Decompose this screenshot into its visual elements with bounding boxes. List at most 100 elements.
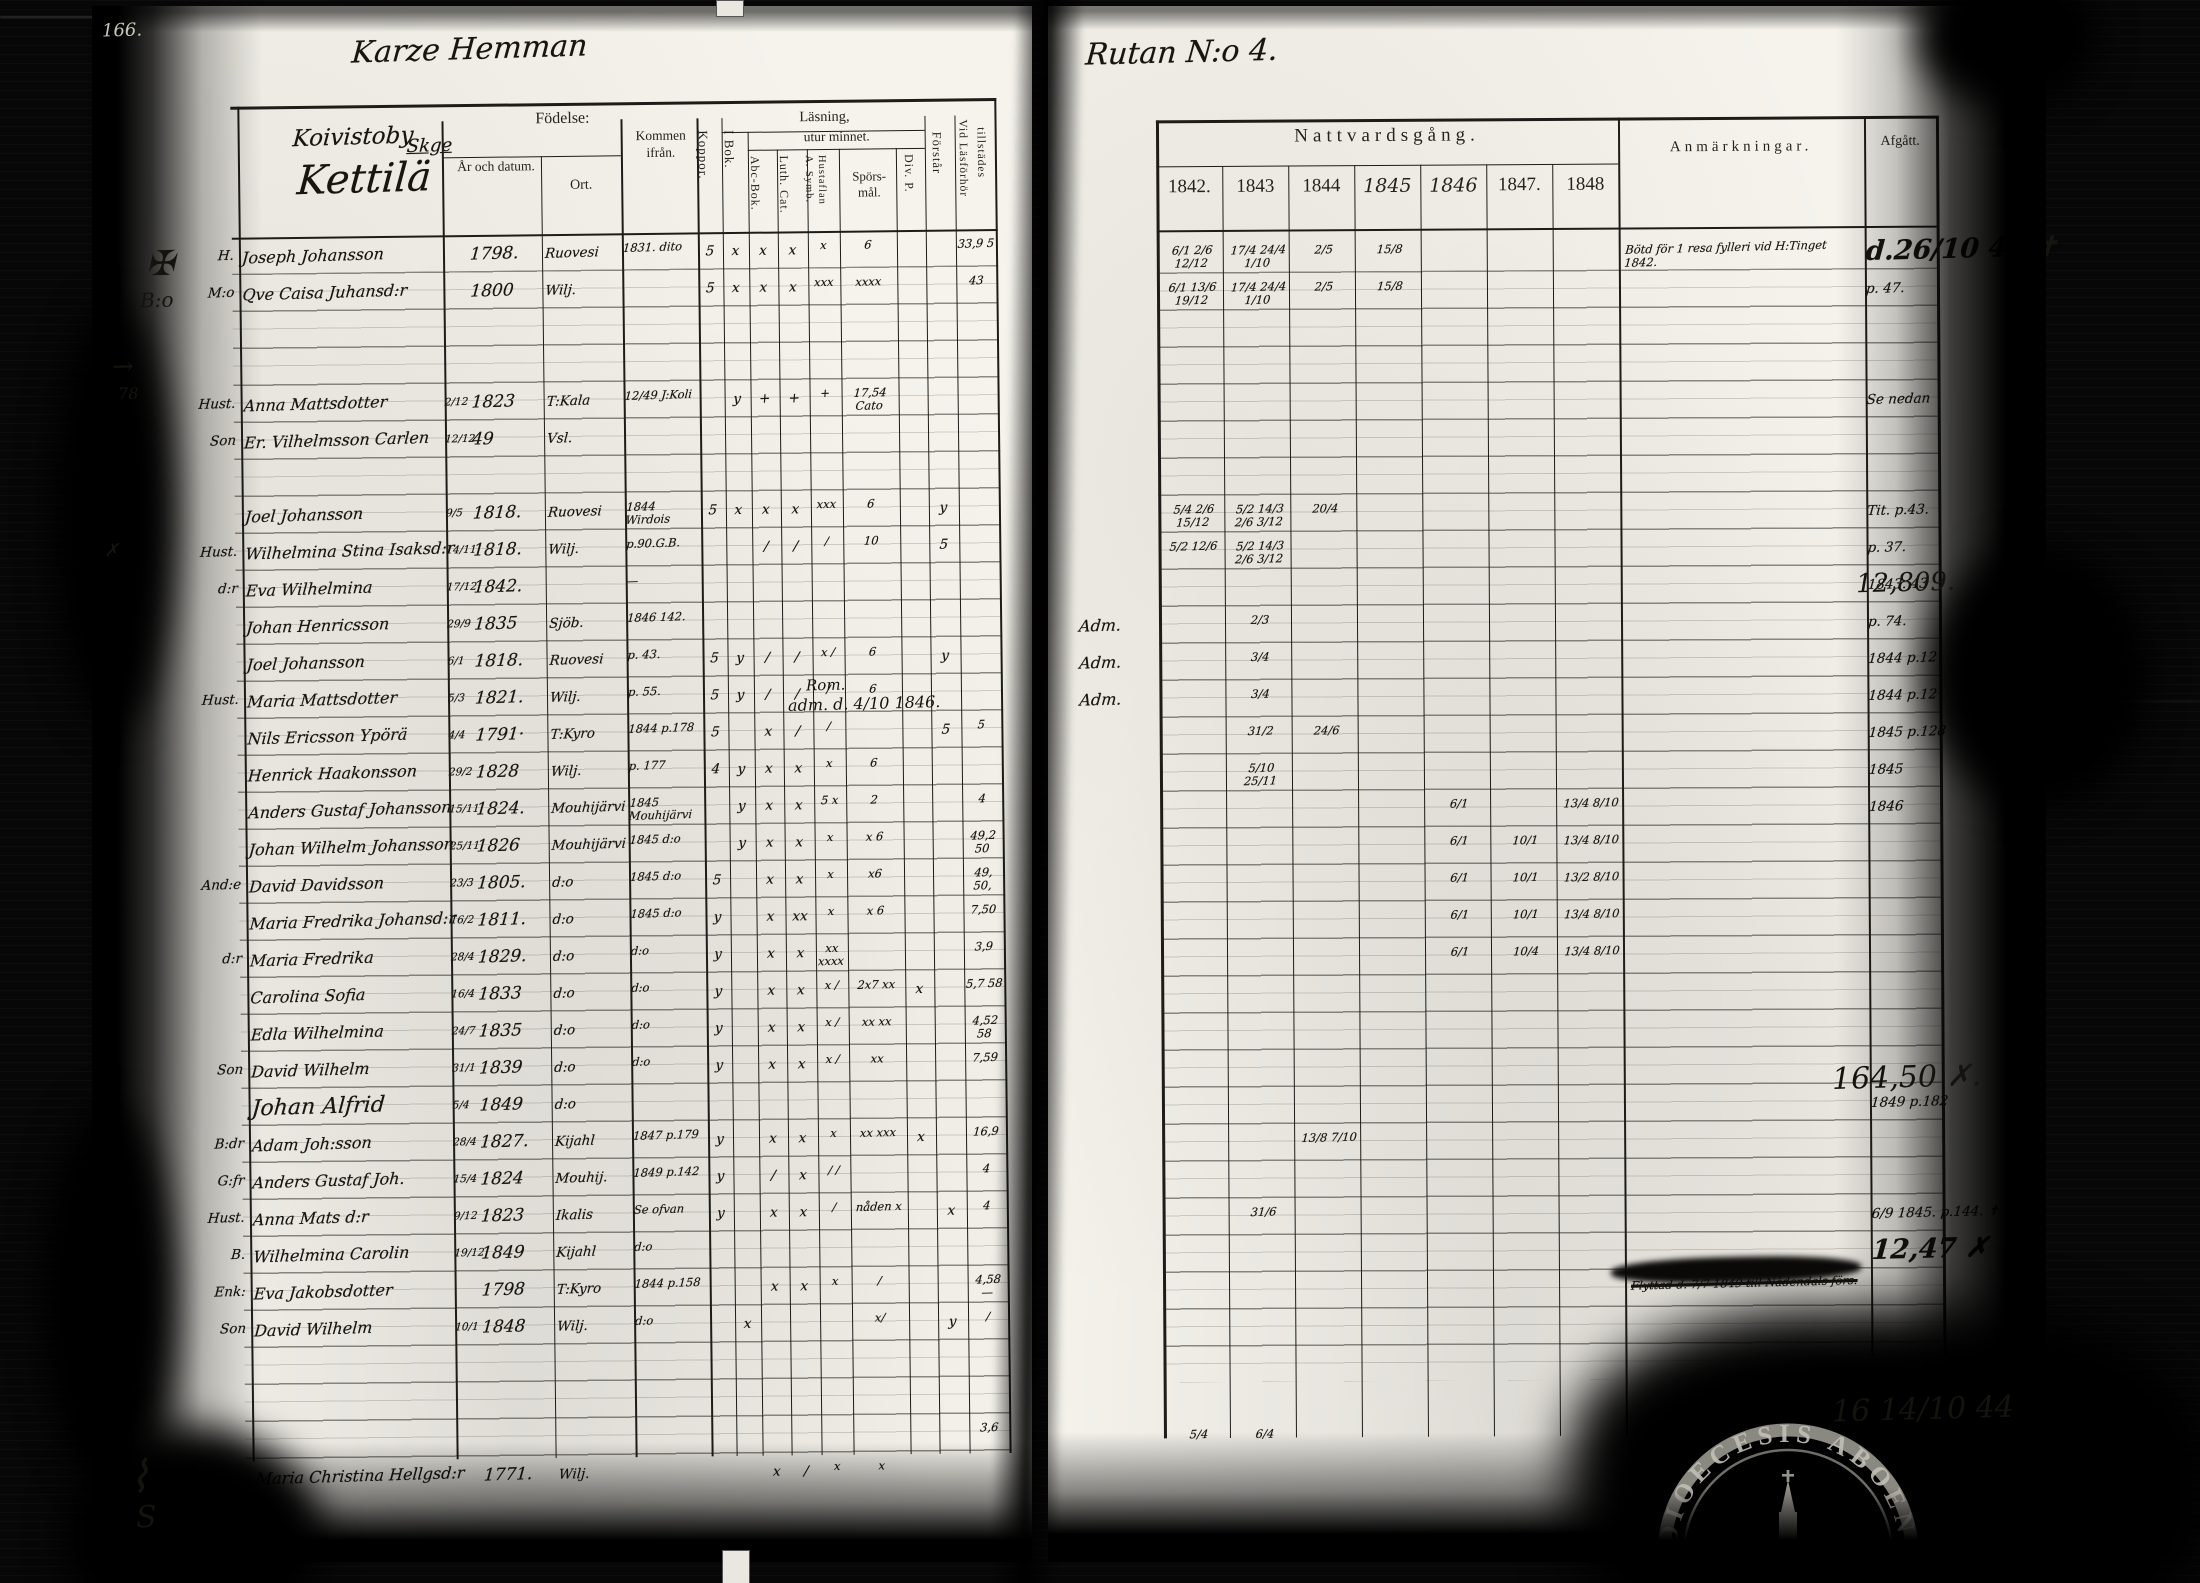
handwritten-note: 78 bbox=[117, 383, 139, 404]
cell-ort: d:o bbox=[552, 985, 576, 1002]
year-1848: 1848 bbox=[1566, 173, 1605, 195]
table-rule bbox=[954, 115, 972, 1454]
cell-kommen: p. 55. bbox=[627, 683, 662, 699]
cell-year: 1823 bbox=[480, 1205, 525, 1227]
cell-kommen: 12/49 J:Koli bbox=[624, 386, 693, 403]
cell-luth: x bbox=[796, 1019, 806, 1036]
farm-name-handwritten: Kettilä bbox=[295, 154, 433, 205]
cell-spors: xx bbox=[870, 1051, 885, 1066]
cell-communion-y43: 17/4 24/4 1/10 bbox=[1230, 242, 1287, 271]
cell-kommen: 1845 d:o bbox=[629, 868, 682, 884]
cell-ort: T:Kala bbox=[546, 392, 591, 410]
cell-margin: Hust. bbox=[207, 1209, 246, 1227]
cell-name: Maria Mattsdotter bbox=[246, 687, 398, 712]
cell-ort: Wilj. bbox=[547, 540, 580, 558]
cell-ort: Wilj. bbox=[549, 688, 582, 706]
cell-kommen: 1847 p.179 bbox=[632, 1126, 700, 1143]
cell-luth: x bbox=[797, 1056, 807, 1073]
cell-luth: x bbox=[794, 834, 804, 851]
table-rule bbox=[1354, 165, 1364, 1438]
cell-year: 1798 bbox=[481, 1279, 526, 1301]
cell-ort: Kijahl bbox=[555, 1243, 597, 1261]
cell-luth: / bbox=[803, 1463, 810, 1480]
cell-ort: Wilj. bbox=[550, 762, 583, 780]
cell-margin: Hust. bbox=[201, 691, 240, 709]
cell-spors: x 6 bbox=[866, 903, 885, 918]
cell-communion-y43: 5/10 25/11 bbox=[1243, 760, 1278, 789]
cell-bok: x bbox=[733, 501, 743, 519]
cell-abc: x bbox=[758, 279, 768, 296]
cell-ort: Mouhijärvi bbox=[551, 835, 627, 854]
handwritten-note: adm. d. 4/10 1846. bbox=[787, 692, 941, 715]
cell-communion-y43: 17/4 24/4 1/10 bbox=[1230, 279, 1287, 308]
cell-adm: Adm. bbox=[1078, 652, 1123, 673]
cell-name: Johan Alfrid bbox=[250, 1092, 386, 1122]
cell-date: 31/1 bbox=[451, 1061, 477, 1075]
cell-name: Eva Jakobsdotter bbox=[253, 1280, 394, 1304]
cell-name: Maria Fredrika bbox=[249, 947, 375, 971]
cell-communion-y42: 5/4 2/6 15/12 bbox=[1173, 501, 1215, 530]
cell-year: 1848 bbox=[481, 1316, 527, 1338]
table-rule bbox=[1222, 165, 1232, 1438]
header-ort: Ort. bbox=[570, 177, 593, 193]
cell-year: 1811. bbox=[476, 909, 527, 931]
cell-communion-y42: 6/1 13/6 19/12 bbox=[1168, 279, 1218, 308]
cell-communion-y48: 13/4 8/10 bbox=[1563, 906, 1621, 922]
cell-ort: Mouhij. bbox=[554, 1169, 609, 1187]
header-a-symb: A. Symb. bbox=[802, 155, 815, 204]
cell-lasf: 49,2 50 bbox=[969, 827, 997, 856]
cell-symb: + bbox=[819, 385, 831, 401]
cell-luth: x bbox=[796, 982, 806, 999]
cell-afg: 1846 bbox=[1868, 798, 1905, 816]
cell-margin: d:r bbox=[221, 950, 243, 968]
cell-symb: / bbox=[826, 718, 832, 734]
cell-symb: x / bbox=[825, 1051, 841, 1067]
cell-spors: 6 bbox=[868, 644, 877, 659]
cell-date: 14/11 bbox=[445, 543, 478, 557]
cell-margin: And:e bbox=[200, 876, 242, 894]
cell-kommen: 1846 142. bbox=[626, 609, 687, 625]
cell-name: Er. Vilhelmsson Carlen bbox=[243, 427, 430, 453]
cell-symb: / bbox=[824, 533, 830, 549]
cell-lasf: 43 bbox=[968, 273, 985, 288]
cell-abc: / bbox=[763, 538, 770, 555]
year-1847: 1847. bbox=[1497, 174, 1541, 196]
cell-abc: x bbox=[767, 1019, 777, 1036]
cell-abc: x bbox=[758, 242, 768, 259]
handwritten-note: ✗ bbox=[103, 539, 120, 562]
cell-name: Carolina Sofia bbox=[249, 984, 367, 1008]
cell-year: 1833 bbox=[477, 983, 523, 1005]
cell-ort: d:o bbox=[551, 874, 575, 891]
cell-koppor: y bbox=[716, 1205, 726, 1222]
cell-spors: 6 bbox=[866, 496, 876, 511]
cell-year: 1823 bbox=[470, 391, 516, 413]
cell-abc: x bbox=[770, 1278, 780, 1295]
header-forstar: Förstår bbox=[929, 131, 945, 175]
cell-communion-y43: 5/2 14/3 2/6 3/12 bbox=[1234, 501, 1285, 530]
cell-year: 1818. bbox=[473, 650, 525, 672]
cell-name: Anna Mats d:r bbox=[252, 1206, 370, 1230]
cell-year: 1839 bbox=[478, 1057, 524, 1079]
cell-name: Nils Ericsson Ypörä bbox=[246, 724, 409, 749]
year-header-row: 1842. 1843 1844 1845 1846 1847. 1848 bbox=[1156, 174, 1618, 199]
cell-abc: x bbox=[766, 908, 775, 925]
cell-luth: x bbox=[788, 279, 798, 296]
cell-bok: y bbox=[732, 390, 742, 408]
cell-name: Joseph Johansson bbox=[241, 244, 385, 268]
cell-koppor: y bbox=[715, 1131, 725, 1148]
cell-ort: Sjöb. bbox=[548, 614, 585, 632]
cell-lasf: 33,9 5 bbox=[957, 235, 995, 251]
cell-lasf: 3,9 bbox=[974, 938, 994, 954]
cell-symb: x bbox=[827, 903, 835, 919]
cell-koppor: 5 bbox=[705, 243, 715, 260]
cell-date: 6/1 bbox=[447, 655, 465, 668]
cell-koppor: 5 bbox=[710, 724, 721, 741]
cell-date: 28/4 bbox=[452, 1135, 478, 1149]
year-1842: 1842. bbox=[1167, 176, 1211, 198]
header-fodelse: Födelse: bbox=[535, 109, 590, 128]
cell-communion-y44: 24/6 bbox=[1313, 723, 1341, 738]
cell-name: Qve Caisa Juhansd:r bbox=[241, 280, 408, 305]
cell-date: 17/12 bbox=[446, 580, 478, 594]
cell-spors: xx xx bbox=[861, 1013, 893, 1029]
